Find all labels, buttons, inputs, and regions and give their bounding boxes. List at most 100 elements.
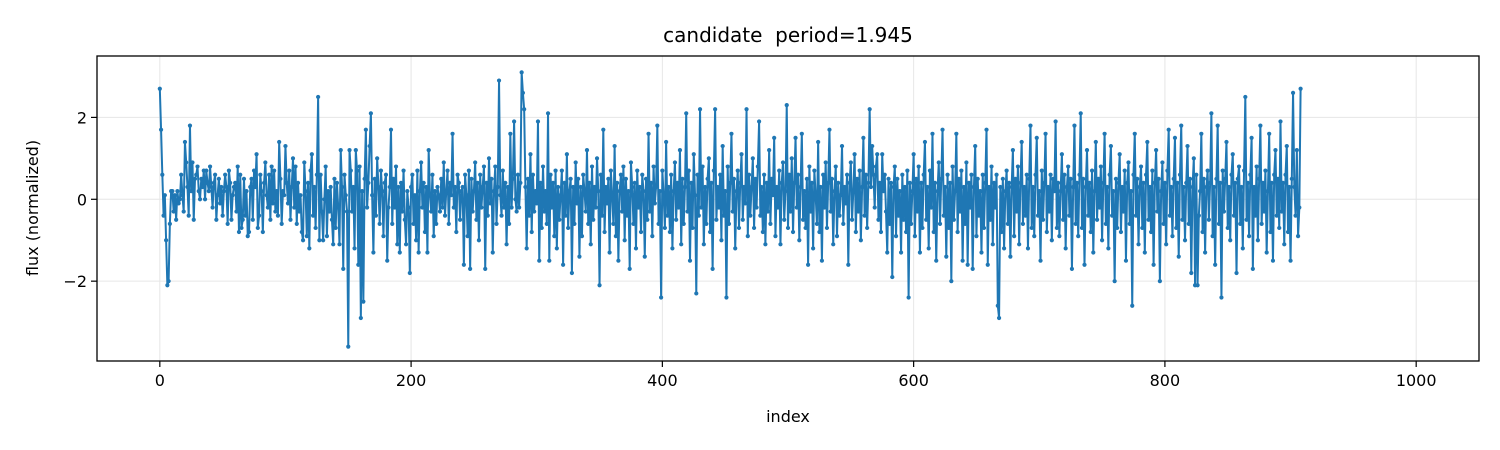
data-point bbox=[488, 201, 493, 206]
data-point bbox=[1049, 238, 1054, 243]
data-point bbox=[1298, 86, 1303, 91]
data-point bbox=[1218, 180, 1223, 186]
data-point bbox=[603, 184, 608, 190]
data-point bbox=[1174, 225, 1179, 231]
data-point bbox=[190, 160, 195, 165]
data-point bbox=[729, 131, 734, 136]
data-point bbox=[1151, 262, 1156, 267]
data-point bbox=[1255, 238, 1260, 243]
data-point bbox=[253, 184, 258, 190]
data-point bbox=[888, 180, 894, 186]
data-point bbox=[878, 229, 884, 235]
data-point bbox=[1190, 184, 1195, 190]
data-point bbox=[317, 238, 322, 243]
data-point bbox=[852, 152, 857, 157]
data-point bbox=[309, 152, 314, 157]
data-point bbox=[290, 156, 296, 161]
data-point bbox=[280, 189, 286, 194]
data-point bbox=[1121, 209, 1126, 214]
data-point bbox=[1184, 180, 1189, 186]
data-point bbox=[195, 164, 200, 169]
data-point bbox=[1084, 148, 1090, 153]
data-point bbox=[402, 217, 407, 222]
data-point bbox=[827, 127, 832, 132]
data-point bbox=[642, 254, 647, 259]
data-point bbox=[1274, 213, 1279, 218]
data-point bbox=[798, 184, 803, 190]
data-point bbox=[174, 217, 179, 222]
data-point bbox=[750, 156, 755, 161]
data-point bbox=[1081, 176, 1086, 181]
data-point bbox=[1290, 90, 1296, 95]
data-point bbox=[496, 78, 502, 83]
data-point bbox=[313, 225, 318, 231]
data-point bbox=[1047, 209, 1052, 214]
data-point bbox=[574, 201, 580, 206]
data-point bbox=[643, 176, 649, 181]
data-point bbox=[958, 209, 963, 214]
data-point bbox=[483, 266, 488, 271]
data-point bbox=[1010, 148, 1015, 153]
data-point bbox=[378, 168, 384, 173]
series-group bbox=[157, 70, 1303, 349]
data-point bbox=[893, 234, 899, 239]
data-point bbox=[529, 229, 534, 235]
data-point bbox=[578, 184, 583, 190]
data-point bbox=[947, 180, 953, 186]
data-point bbox=[1089, 168, 1095, 173]
data-point bbox=[1007, 180, 1012, 186]
data-point bbox=[387, 184, 392, 190]
data-point bbox=[300, 238, 306, 243]
data-point bbox=[456, 180, 461, 186]
data-point bbox=[540, 164, 546, 169]
data-point bbox=[577, 254, 582, 259]
data-point bbox=[314, 172, 319, 177]
data-point bbox=[334, 180, 340, 186]
data-point bbox=[650, 234, 655, 239]
data-point bbox=[960, 258, 965, 263]
data-point bbox=[1288, 258, 1293, 263]
data-point bbox=[401, 168, 406, 173]
data-point bbox=[1086, 213, 1091, 218]
data-point bbox=[857, 168, 862, 173]
data-point bbox=[812, 168, 817, 173]
data-point bbox=[1224, 139, 1229, 145]
data-point bbox=[251, 168, 257, 173]
data-point bbox=[691, 152, 696, 157]
data-point bbox=[179, 172, 184, 177]
data-point bbox=[287, 168, 292, 173]
data-point bbox=[307, 246, 312, 251]
data-point bbox=[724, 295, 729, 300]
data-point bbox=[975, 176, 980, 181]
data-point bbox=[265, 205, 270, 210]
data-point bbox=[816, 139, 821, 145]
data-point bbox=[875, 152, 880, 157]
data-point bbox=[867, 107, 872, 112]
data-point bbox=[924, 217, 929, 222]
data-point bbox=[170, 189, 175, 194]
data-point bbox=[584, 148, 590, 153]
data-point bbox=[625, 213, 630, 218]
data-point bbox=[414, 238, 419, 243]
data-point bbox=[1172, 135, 1178, 140]
data-point bbox=[1003, 189, 1008, 194]
data-point bbox=[623, 176, 629, 181]
data-point bbox=[697, 107, 703, 112]
data-point bbox=[785, 225, 791, 231]
data-point bbox=[308, 168, 313, 173]
x-tick-label: 800 bbox=[1150, 371, 1181, 390]
data-point bbox=[871, 172, 876, 177]
data-point bbox=[807, 164, 812, 169]
data-point bbox=[696, 213, 701, 218]
data-point bbox=[965, 262, 970, 267]
data-point bbox=[510, 176, 515, 181]
data-point bbox=[909, 221, 914, 226]
data-point bbox=[709, 180, 714, 186]
data-point bbox=[1112, 279, 1117, 284]
data-point bbox=[267, 172, 272, 177]
data-point bbox=[665, 213, 670, 218]
data-point bbox=[1199, 131, 1204, 136]
data-point bbox=[963, 221, 968, 226]
data-point bbox=[950, 164, 955, 169]
data-point bbox=[1076, 234, 1081, 239]
